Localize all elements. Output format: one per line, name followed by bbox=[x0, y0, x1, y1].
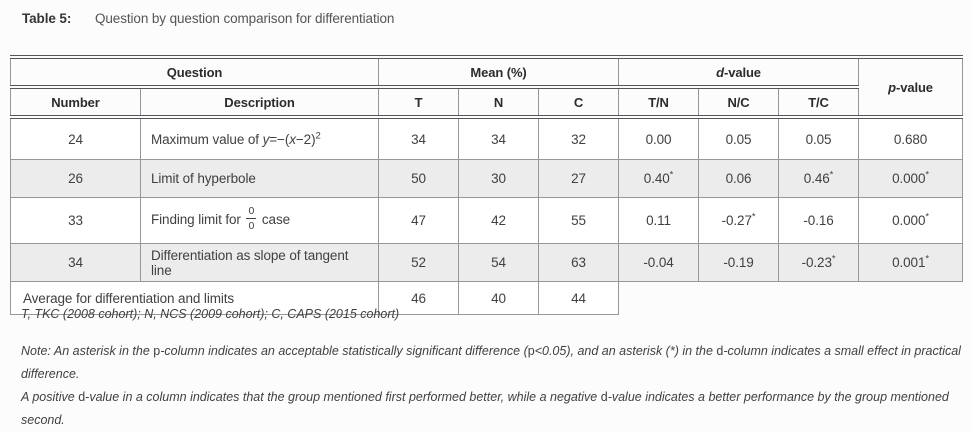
cell-number: 34 bbox=[10, 243, 141, 282]
cell-average-label: Average for differentiation and limits bbox=[9, 281, 380, 315]
cell-number: 33 bbox=[10, 197, 141, 244]
average-row: Average for differentiation and limits 4… bbox=[9, 281, 963, 315]
header-mean-c: C bbox=[538, 87, 620, 119]
cell-d-tn: 0.40* bbox=[618, 159, 700, 198]
cell-description: Differentiation as slope of tangent line bbox=[139, 243, 380, 282]
header-row-groups: Question Mean (%) d-value p-value bbox=[9, 55, 964, 119]
cell-average-blank bbox=[619, 282, 963, 315]
cell-d-nc: 0.06 bbox=[698, 159, 780, 198]
table-row: 34 Differentiation as slope of tangent l… bbox=[10, 243, 964, 282]
cell-p-value: 0.001* bbox=[858, 243, 964, 282]
cell-mean-c: 27 bbox=[538, 159, 620, 198]
cell-mean-c: 55 bbox=[538, 197, 620, 244]
cell-d-tc: 0.05 bbox=[778, 117, 860, 160]
cell-mean-c: 63 bbox=[538, 243, 620, 282]
table-caption-text: Question by question comparison for diff… bbox=[95, 11, 395, 26]
footnote-note: Note: An asterisk in the p-column indica… bbox=[21, 340, 963, 432]
cell-average-t: 46 bbox=[378, 281, 460, 315]
cell-number: 24 bbox=[10, 117, 141, 160]
cell-d-tn: -0.04 bbox=[618, 243, 700, 282]
table-row: 24 Maximum value of y=−(x−2)2 34 34 32 0… bbox=[10, 117, 964, 160]
cell-d-tn: 0.00 bbox=[618, 117, 700, 160]
header-row-columns: Number Description T N C T/N N/C T/C bbox=[10, 87, 963, 119]
header-mean-t: T bbox=[378, 87, 460, 119]
header-question: Question bbox=[9, 55, 380, 89]
cell-mean-c: 32 bbox=[538, 117, 620, 160]
table-row: 26 Limit of hyperbole 50 30 27 0.40* 0.0… bbox=[10, 159, 964, 198]
footnote-note-line2: A positive d-value in a column indicates… bbox=[21, 390, 949, 427]
footnote-note-line1: Note: An asterisk in the p-column indica… bbox=[21, 344, 961, 381]
table-caption-label: Table 5: bbox=[22, 11, 72, 26]
cell-d-nc: -0.27* bbox=[698, 197, 780, 244]
cell-mean-t: 34 bbox=[378, 117, 460, 160]
cell-mean-n: 30 bbox=[458, 159, 540, 198]
header-p-value: p-value bbox=[858, 55, 964, 119]
cell-mean-t: 47 bbox=[378, 197, 460, 244]
header-mean-n: N bbox=[458, 87, 540, 119]
header-d-nc: N/C bbox=[698, 87, 780, 119]
header-d-value: d-value bbox=[618, 55, 860, 89]
header-d-tn: T/N bbox=[618, 87, 700, 119]
header-description: Description bbox=[139, 87, 380, 119]
cell-mean-n: 54 bbox=[458, 243, 540, 282]
cell-p-value: 0.000* bbox=[858, 159, 964, 198]
header-d-tc: T/C bbox=[778, 87, 860, 119]
comparison-table: Question Mean (%) d-value p-value Number… bbox=[9, 55, 964, 315]
cell-number: 26 bbox=[10, 159, 141, 198]
cell-p-value: 0.680 bbox=[858, 117, 964, 160]
cell-p-value: 0.000* bbox=[858, 197, 964, 244]
table-container: Question Mean (%) d-value p-value Number… bbox=[9, 55, 964, 315]
cell-d-tc: -0.16 bbox=[778, 197, 860, 244]
table-caption: Table 5: Question by question comparison … bbox=[22, 11, 394, 26]
cell-average-c: 44 bbox=[538, 281, 620, 315]
cell-description: Limit of hyperbole bbox=[139, 159, 380, 198]
cell-mean-n: 42 bbox=[458, 197, 540, 244]
cell-mean-t: 50 bbox=[378, 159, 460, 198]
footnote-cohorts: T, TKC (2008 cohort); N, NCS (2009 cohor… bbox=[21, 307, 400, 321]
header-mean: Mean (%) bbox=[378, 55, 620, 89]
cell-d-tn: 0.11 bbox=[618, 197, 700, 244]
cell-d-tc: -0.23* bbox=[778, 243, 860, 282]
cell-d-tc: 0.46* bbox=[778, 159, 860, 198]
cell-mean-t: 52 bbox=[378, 243, 460, 282]
cell-average-n: 40 bbox=[458, 281, 540, 315]
cell-description: Maximum value of y=−(x−2)2 bbox=[139, 117, 380, 160]
cell-d-nc: -0.19 bbox=[698, 243, 780, 282]
cell-d-nc: 0.05 bbox=[698, 117, 780, 160]
header-number: Number bbox=[10, 87, 141, 119]
cell-mean-n: 34 bbox=[458, 117, 540, 160]
